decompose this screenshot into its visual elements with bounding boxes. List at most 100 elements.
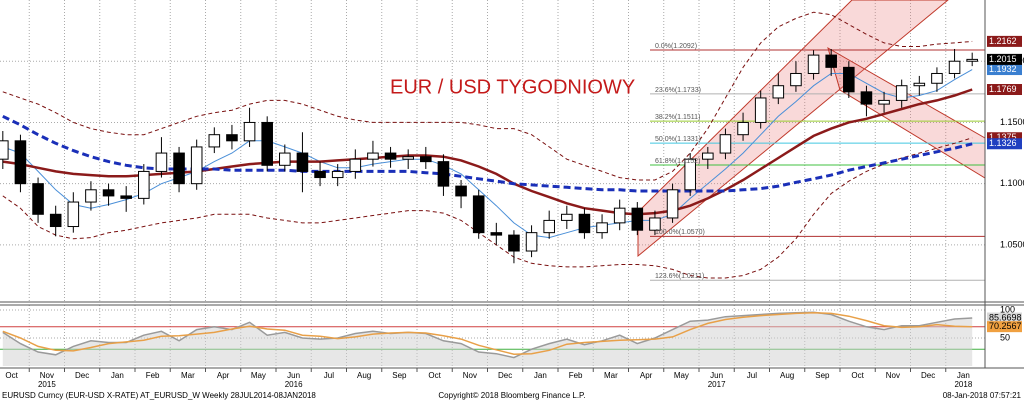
- candle-body: [508, 234, 520, 252]
- candle-body: [226, 134, 238, 142]
- candle-body: [948, 60, 961, 74]
- candle-body: [243, 121, 256, 142]
- candle-body: [155, 152, 168, 172]
- x-tick-label: Jun: [287, 371, 300, 380]
- candle-body: [190, 146, 203, 185]
- value-label: 1.1769: [989, 84, 1017, 94]
- x-tick-label: May: [674, 371, 689, 380]
- x-tick-label: Feb: [146, 371, 160, 380]
- footer-center: Copyright© 2018 Bloomberg Finance L.P.: [438, 391, 585, 400]
- x-tick-label: Jul: [324, 371, 334, 380]
- candle-body: [737, 121, 749, 136]
- x-year-label: 2015: [38, 380, 56, 389]
- candle-body: [367, 152, 379, 160]
- candle-body: [666, 189, 679, 219]
- value-label: 70.2567: [989, 321, 1022, 331]
- candle-body: [85, 189, 97, 203]
- x-tick-label: Jan: [111, 371, 124, 380]
- candle-body: [32, 183, 44, 215]
- candle-body: [878, 99, 890, 105]
- candle-body: [860, 91, 873, 105]
- candle-body: [296, 152, 309, 172]
- candle-body: [913, 82, 926, 87]
- x-tick-label: Jan: [534, 371, 547, 380]
- line-series: [2, 137, 973, 279]
- x-tick-label: Aug: [357, 371, 371, 380]
- candle-body: [384, 152, 397, 160]
- candle-body: [49, 213, 62, 228]
- candle-body: [490, 232, 503, 236]
- x-tick-label: Oct: [5, 371, 18, 380]
- x-year-label: 2017: [708, 380, 726, 389]
- x-tick-label: Nov: [40, 371, 54, 380]
- x-tick-label: Oct: [851, 371, 864, 380]
- value-label-box: [987, 312, 1022, 324]
- candle-body: [138, 170, 150, 199]
- candle-body: [543, 219, 555, 234]
- value-label: 1.2015: [989, 54, 1017, 64]
- x-tick-label: Jun: [710, 371, 723, 380]
- rising-channel: [637, 0, 949, 258]
- value-label-box: [987, 53, 1022, 65]
- value-label-box: [987, 84, 1022, 96]
- x-tick-label: May: [251, 371, 266, 380]
- x-tick-label: Apr: [217, 371, 230, 380]
- x-tick-label: Jul: [747, 371, 757, 380]
- candle-body: [472, 195, 485, 234]
- candle-body: [578, 213, 591, 234]
- candle-body: [455, 185, 467, 197]
- candle-body: [261, 121, 273, 166]
- value-label-box: [987, 132, 1022, 144]
- value-label: 1.1932: [989, 64, 1017, 74]
- x-tick-label: Aug: [780, 371, 794, 380]
- x-tick-label: Nov: [463, 371, 477, 380]
- fib-label: 0.0%(1.2092): [655, 43, 697, 50]
- area-series: [2, 312, 973, 366]
- candle-body: [420, 156, 432, 163]
- candle-body: [402, 156, 414, 160]
- x-tick-label: Dec: [921, 371, 935, 380]
- candle-body: [331, 170, 344, 179]
- x-tick-label: Mar: [604, 371, 618, 380]
- candle-body: [0, 140, 9, 160]
- fib-label: 61.8%(1.1152): [655, 158, 700, 165]
- candle-body: [807, 54, 820, 74]
- fib-label: 23.6%(1.1733): [655, 87, 701, 94]
- fib-label: 38.2%(1.1511): [655, 114, 700, 121]
- line-series: [2, 312, 973, 355]
- candle-body: [931, 72, 943, 84]
- x-tick-label: Sep: [392, 371, 407, 380]
- candle-body: [649, 217, 661, 231]
- value-label: 85.6698: [989, 312, 1022, 322]
- x-tick-label: Dec: [498, 371, 512, 380]
- candle-body: [895, 85, 908, 101]
- y-tick-label: 100: [1000, 304, 1015, 314]
- value-label-box: [987, 321, 1022, 333]
- value-label: 1.1375: [989, 132, 1017, 142]
- footer-right: 08-Jan-2018 07:57:21: [943, 391, 1022, 400]
- annotation: EUR / USD TYGODNIOWY: [390, 76, 635, 98]
- x-tick-label: Oct: [428, 371, 441, 380]
- candle-body: [120, 195, 132, 199]
- candle-body: [613, 207, 626, 224]
- value-label-box: [987, 35, 1022, 47]
- line-series: [2, 88, 973, 216]
- candle-body: [790, 72, 802, 87]
- x-tick-label: Feb: [569, 371, 583, 380]
- candle-body: [102, 189, 115, 197]
- candle-body: [684, 158, 696, 191]
- candle-body: [437, 161, 450, 187]
- line-series: [2, 69, 973, 239]
- candle-body: [314, 170, 326, 179]
- value-label: 1.1326: [989, 138, 1017, 148]
- x-tick-label: Sep: [815, 371, 830, 380]
- grid: [0, 0, 985, 368]
- candle-body: [702, 152, 714, 160]
- y-tick-label: 1.0500: [1000, 239, 1024, 249]
- value-label: 1.2162: [989, 36, 1017, 46]
- candle-body: [173, 152, 185, 185]
- x-tick-label: Mar: [181, 371, 195, 380]
- plot: [0, 11, 985, 366]
- candle-body: [772, 85, 785, 99]
